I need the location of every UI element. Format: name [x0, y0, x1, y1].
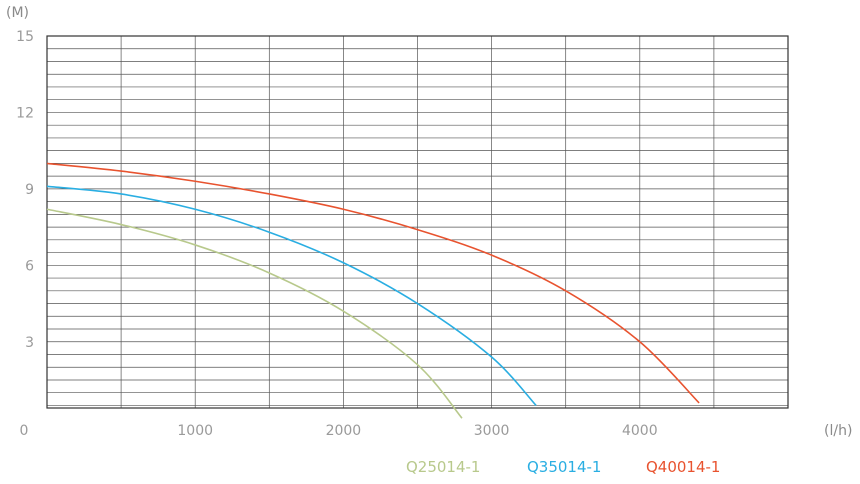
- legend-item-q40014-1: Q40014-1: [646, 458, 720, 476]
- legend-item-q25014-1: Q25014-1: [406, 458, 480, 476]
- x-tick-labels: 0 1000 2000 3000 4000: [20, 423, 658, 439]
- x-axis-unit: (l/h): [824, 423, 852, 439]
- x-tick-label: 1000: [177, 423, 213, 439]
- y-tick-label: 15: [16, 29, 34, 45]
- y-tick-label: 3: [25, 335, 34, 351]
- curve-q35014-1: [46, 185, 537, 406]
- y-axis-unit: (M): [6, 5, 29, 21]
- x-tick-label: 2000: [326, 423, 362, 439]
- curve-q25014-1: [46, 208, 463, 419]
- x-tick-label: 4000: [622, 423, 658, 439]
- y-tick-label: 9: [25, 182, 34, 198]
- curves: [46, 162, 700, 419]
- y-tick-labels: 15 12 9 6 3: [16, 29, 34, 351]
- y-tick-label: 12: [16, 105, 34, 121]
- plot-frame: [46, 35, 789, 409]
- x-tick-label: 3000: [474, 423, 510, 439]
- grid-minor-lines: [46, 35, 789, 408]
- legend-item-q35014-1: Q35014-1: [527, 458, 601, 476]
- x-tick-label: 0: [20, 423, 29, 439]
- y-tick-label: 6: [25, 258, 34, 274]
- legend: Q25014-1 Q35014-1 Q40014-1: [406, 458, 720, 476]
- curve-q40014-1: [46, 162, 700, 404]
